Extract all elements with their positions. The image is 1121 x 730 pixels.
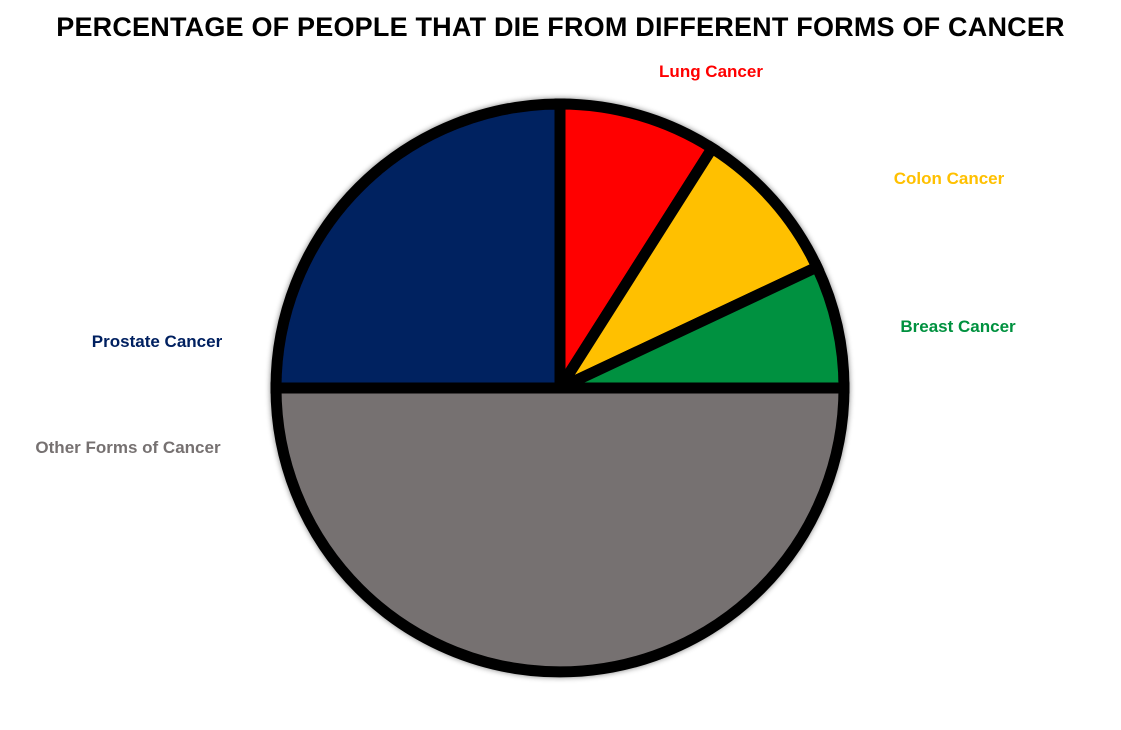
pie-label-prostate-cancer: Prostate Cancer: [92, 332, 223, 351]
pie-slice-prostate-cancer: [270, 98, 566, 394]
pie-slice-other-forms-of-cancer: [270, 382, 850, 678]
pie-slices: [270, 98, 850, 678]
pie-slice-lung-cancer: [554, 98, 720, 407]
pie-label-breast-cancer: Breast Cancer: [900, 317, 1016, 336]
pie-label-lung-cancer: Lung Cancer: [659, 62, 763, 81]
pie-label-other-forms-of-cancer: Other Forms of Cancer: [35, 438, 221, 457]
pie-labels: Lung Cancer Colon Cancer Breast Cancer Othe…: [35, 62, 1016, 457]
pie-label-colon-cancer: Colon Cancer: [894, 169, 1005, 188]
pie-slice-colon-cancer: [545, 140, 825, 402]
chart-title: PERCENTAGE OF PEOPLE THAT DIE FROM DIFFE…: [56, 12, 1065, 42]
